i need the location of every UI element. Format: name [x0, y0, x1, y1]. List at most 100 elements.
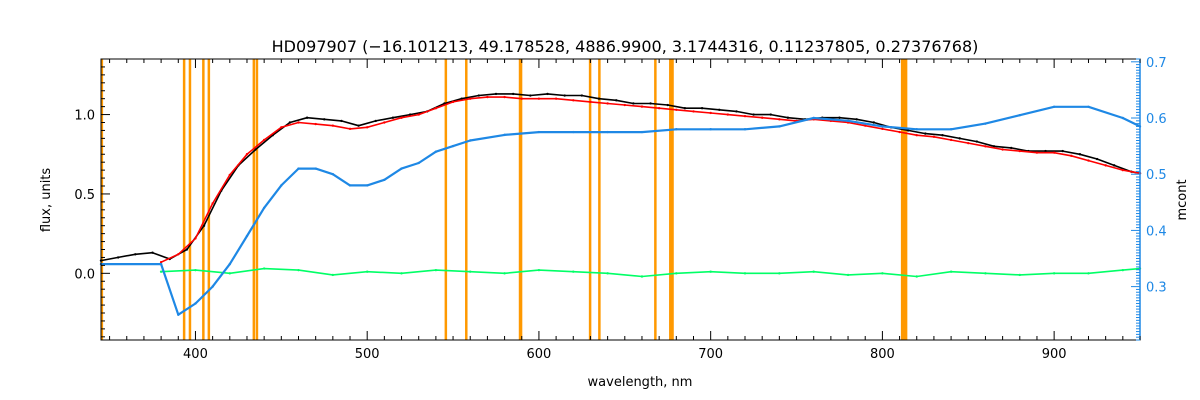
series-0-point-30 — [615, 99, 618, 102]
series-1-point-34 — [743, 114, 747, 118]
y2-tick-label-1: 0.4 — [1146, 224, 1167, 239]
series-0-point-13 — [323, 118, 326, 121]
series-1-point-22 — [537, 97, 541, 100]
series-3-point-8 — [280, 184, 283, 187]
series-1-point-31 — [692, 110, 695, 113]
series-0-point-36 — [718, 108, 721, 112]
series-0-point-45 — [872, 121, 876, 124]
y-tick-label-2: 1.0 — [74, 109, 95, 124]
series-0-point-44 — [855, 118, 858, 121]
series-1-point-30 — [675, 108, 678, 112]
series-3-point-5 — [228, 262, 232, 266]
series-3-point-30 — [846, 119, 850, 123]
x-axis-label: wavelength, nm — [588, 375, 693, 390]
series-1-point-16 — [434, 107, 438, 110]
series-2-point-16 — [709, 270, 712, 273]
series-2-point-27 — [1087, 272, 1090, 275]
series-3-point-24 — [640, 130, 644, 134]
series-0-point-5 — [185, 248, 189, 251]
y2-tick-label-3: 0.6 — [1146, 112, 1167, 127]
series-0-point-38 — [752, 113, 755, 116]
series-1-point-12 — [365, 126, 369, 129]
series-1-point-32 — [709, 111, 712, 115]
series-0-point-17 — [391, 116, 395, 119]
series-1-point-51 — [1035, 151, 1039, 154]
series-3-point-27 — [743, 128, 747, 131]
series-2-point-14 — [640, 275, 644, 278]
series-2-point-6 — [365, 270, 369, 273]
x-tick-label-600: 600 — [527, 347, 552, 362]
x-tick-label-900: 900 — [1042, 347, 1067, 362]
series-1-point-35 — [760, 116, 764, 119]
series-2-point-12 — [572, 270, 575, 273]
series-2-point-0 — [159, 270, 163, 273]
series-3-point-31 — [881, 125, 884, 128]
series-1-point-15 — [417, 113, 420, 116]
x-tick-label-800: 800 — [870, 347, 895, 362]
series-0-point-12 — [305, 116, 309, 119]
series-3-point-33 — [949, 128, 953, 131]
series-2-point-15 — [675, 272, 678, 275]
series-3-point-26 — [709, 128, 712, 131]
y-axis-label: flux, units — [39, 168, 54, 233]
series-1-point-23 — [554, 97, 558, 100]
series-2-point-21 — [881, 272, 884, 275]
series-1-point-4 — [228, 173, 232, 177]
series-1-point-53 — [1070, 154, 1073, 158]
series-2-point-13 — [606, 272, 609, 275]
series-1-point-54 — [1087, 159, 1090, 162]
series-0-point-53 — [1009, 146, 1013, 150]
series-1-point-6 — [262, 138, 266, 142]
series-1-point-0 — [159, 261, 163, 264]
series-2-point-23 — [949, 270, 953, 273]
series-3-point-37 — [1087, 105, 1090, 108]
series-1-point-50 — [1018, 149, 1021, 153]
series-3-point-36 — [1052, 105, 1056, 108]
series-0-point-28 — [580, 94, 584, 97]
series-2-point-24 — [984, 272, 987, 275]
series-1-point-46 — [949, 138, 953, 142]
series-2-point-10 — [503, 272, 506, 275]
series-1-point-44 — [915, 134, 918, 137]
series-3-point-15 — [400, 167, 403, 170]
series-0-point-6 — [202, 224, 206, 227]
series-1-point-18 — [469, 97, 472, 100]
series-0-point-31 — [632, 102, 635, 105]
series-1-point-36 — [778, 118, 781, 121]
series-1-point-43 — [898, 130, 901, 134]
series-3-point-23 — [606, 130, 609, 134]
series-0-point-52 — [992, 145, 996, 148]
series-3-point-13 — [365, 184, 369, 187]
series-0-point-11 — [288, 121, 292, 124]
series-line-3 — [101, 105, 1141, 316]
y2-tick-label-4: 0.7 — [1146, 56, 1167, 71]
series-0-point-25 — [529, 94, 532, 97]
series-2-point-7 — [400, 272, 403, 275]
series-0-point-34 — [683, 107, 687, 110]
series-1-point-10 — [331, 124, 335, 127]
series-2-point-22 — [915, 275, 918, 278]
series-1-point-8 — [297, 121, 300, 124]
series-1-point-25 — [589, 100, 592, 104]
series-0-point-37 — [735, 110, 738, 113]
series-2-point-2 — [228, 272, 232, 275]
series-1-point-42 — [881, 127, 884, 131]
series-2-point-25 — [1018, 273, 1021, 277]
series-3-point-10 — [314, 167, 317, 170]
line-markers — [100, 59, 908, 340]
series-3-point-2 — [177, 313, 180, 316]
series-2-point-26 — [1052, 272, 1056, 275]
series-1-point-24 — [572, 99, 575, 102]
series-3-point-19 — [469, 139, 472, 142]
series-1-point-48 — [984, 145, 987, 148]
series-1-point-55 — [1104, 164, 1107, 167]
series-2-point-28 — [1121, 268, 1125, 272]
series-0-point-48 — [924, 132, 927, 135]
series-3-point-6 — [245, 234, 249, 238]
series-1-point-41 — [864, 124, 867, 127]
series-2-point-9 — [469, 270, 472, 273]
x-tick-label-500: 500 — [355, 347, 380, 362]
series-1-point-45 — [932, 135, 936, 138]
series-0-point-14 — [340, 119, 343, 123]
